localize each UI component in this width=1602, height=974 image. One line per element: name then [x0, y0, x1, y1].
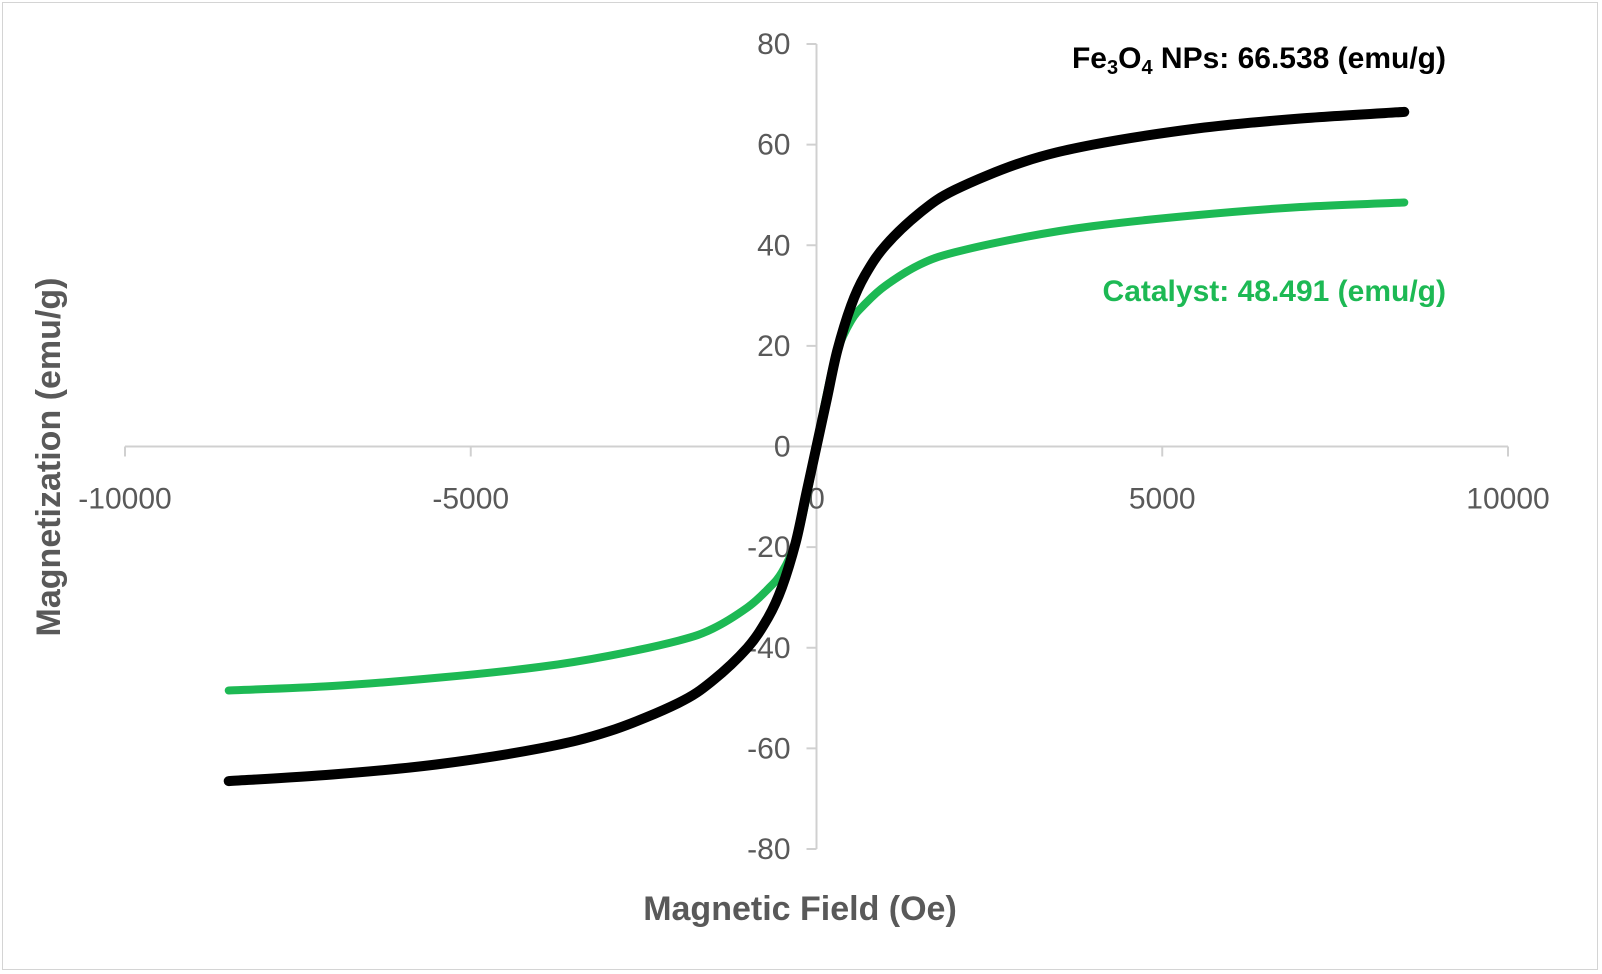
- x-tick-label: 5000: [1129, 483, 1196, 516]
- x-tick-label: -10000: [78, 483, 171, 516]
- y-tick-label: 80: [757, 28, 790, 61]
- annotation-fe3o4-subscript-3: 3: [1107, 57, 1118, 79]
- tick-labels: -10000 -5000 0 5000 10000-80-60-40-200204060…: [78, 28, 1549, 866]
- y-tick-label: 20: [757, 330, 790, 363]
- y-tick-label: 40: [757, 229, 790, 262]
- x-tick-label: 10000: [1466, 483, 1549, 516]
- annotation-fe3o4-part-o: O: [1118, 42, 1141, 75]
- y-tick-label: -60: [747, 732, 790, 765]
- x-tick-label: -5000: [432, 483, 509, 516]
- y-tick-label: 60: [757, 129, 790, 162]
- y-tick-label: -80: [747, 833, 790, 866]
- annotation-fe3o4-part-fe: Fe: [1072, 42, 1107, 75]
- y-tick-label: -20: [747, 531, 790, 564]
- series-lines: [223, 106, 1410, 787]
- x-tick-label: 0: [808, 483, 825, 516]
- annotation-catalyst: Catalyst: 48.491 (emu/g): [1103, 275, 1446, 308]
- x-axis-title: Magnetic Field (Oe): [643, 890, 957, 928]
- y-tick-label: 0: [774, 431, 791, 464]
- annotation-fe3o4-part-rest: NPs: 66.538 (emu/g): [1153, 42, 1446, 75]
- y-axis-title: Magnetization (emu/g): [30, 278, 68, 637]
- fe3o4-curve: [223, 106, 1410, 787]
- annotation-fe3o4: Fe3O4 NPs: 66.538 (emu/g): [1072, 42, 1446, 79]
- annotation-fe3o4-subscript-4: 4: [1141, 57, 1153, 79]
